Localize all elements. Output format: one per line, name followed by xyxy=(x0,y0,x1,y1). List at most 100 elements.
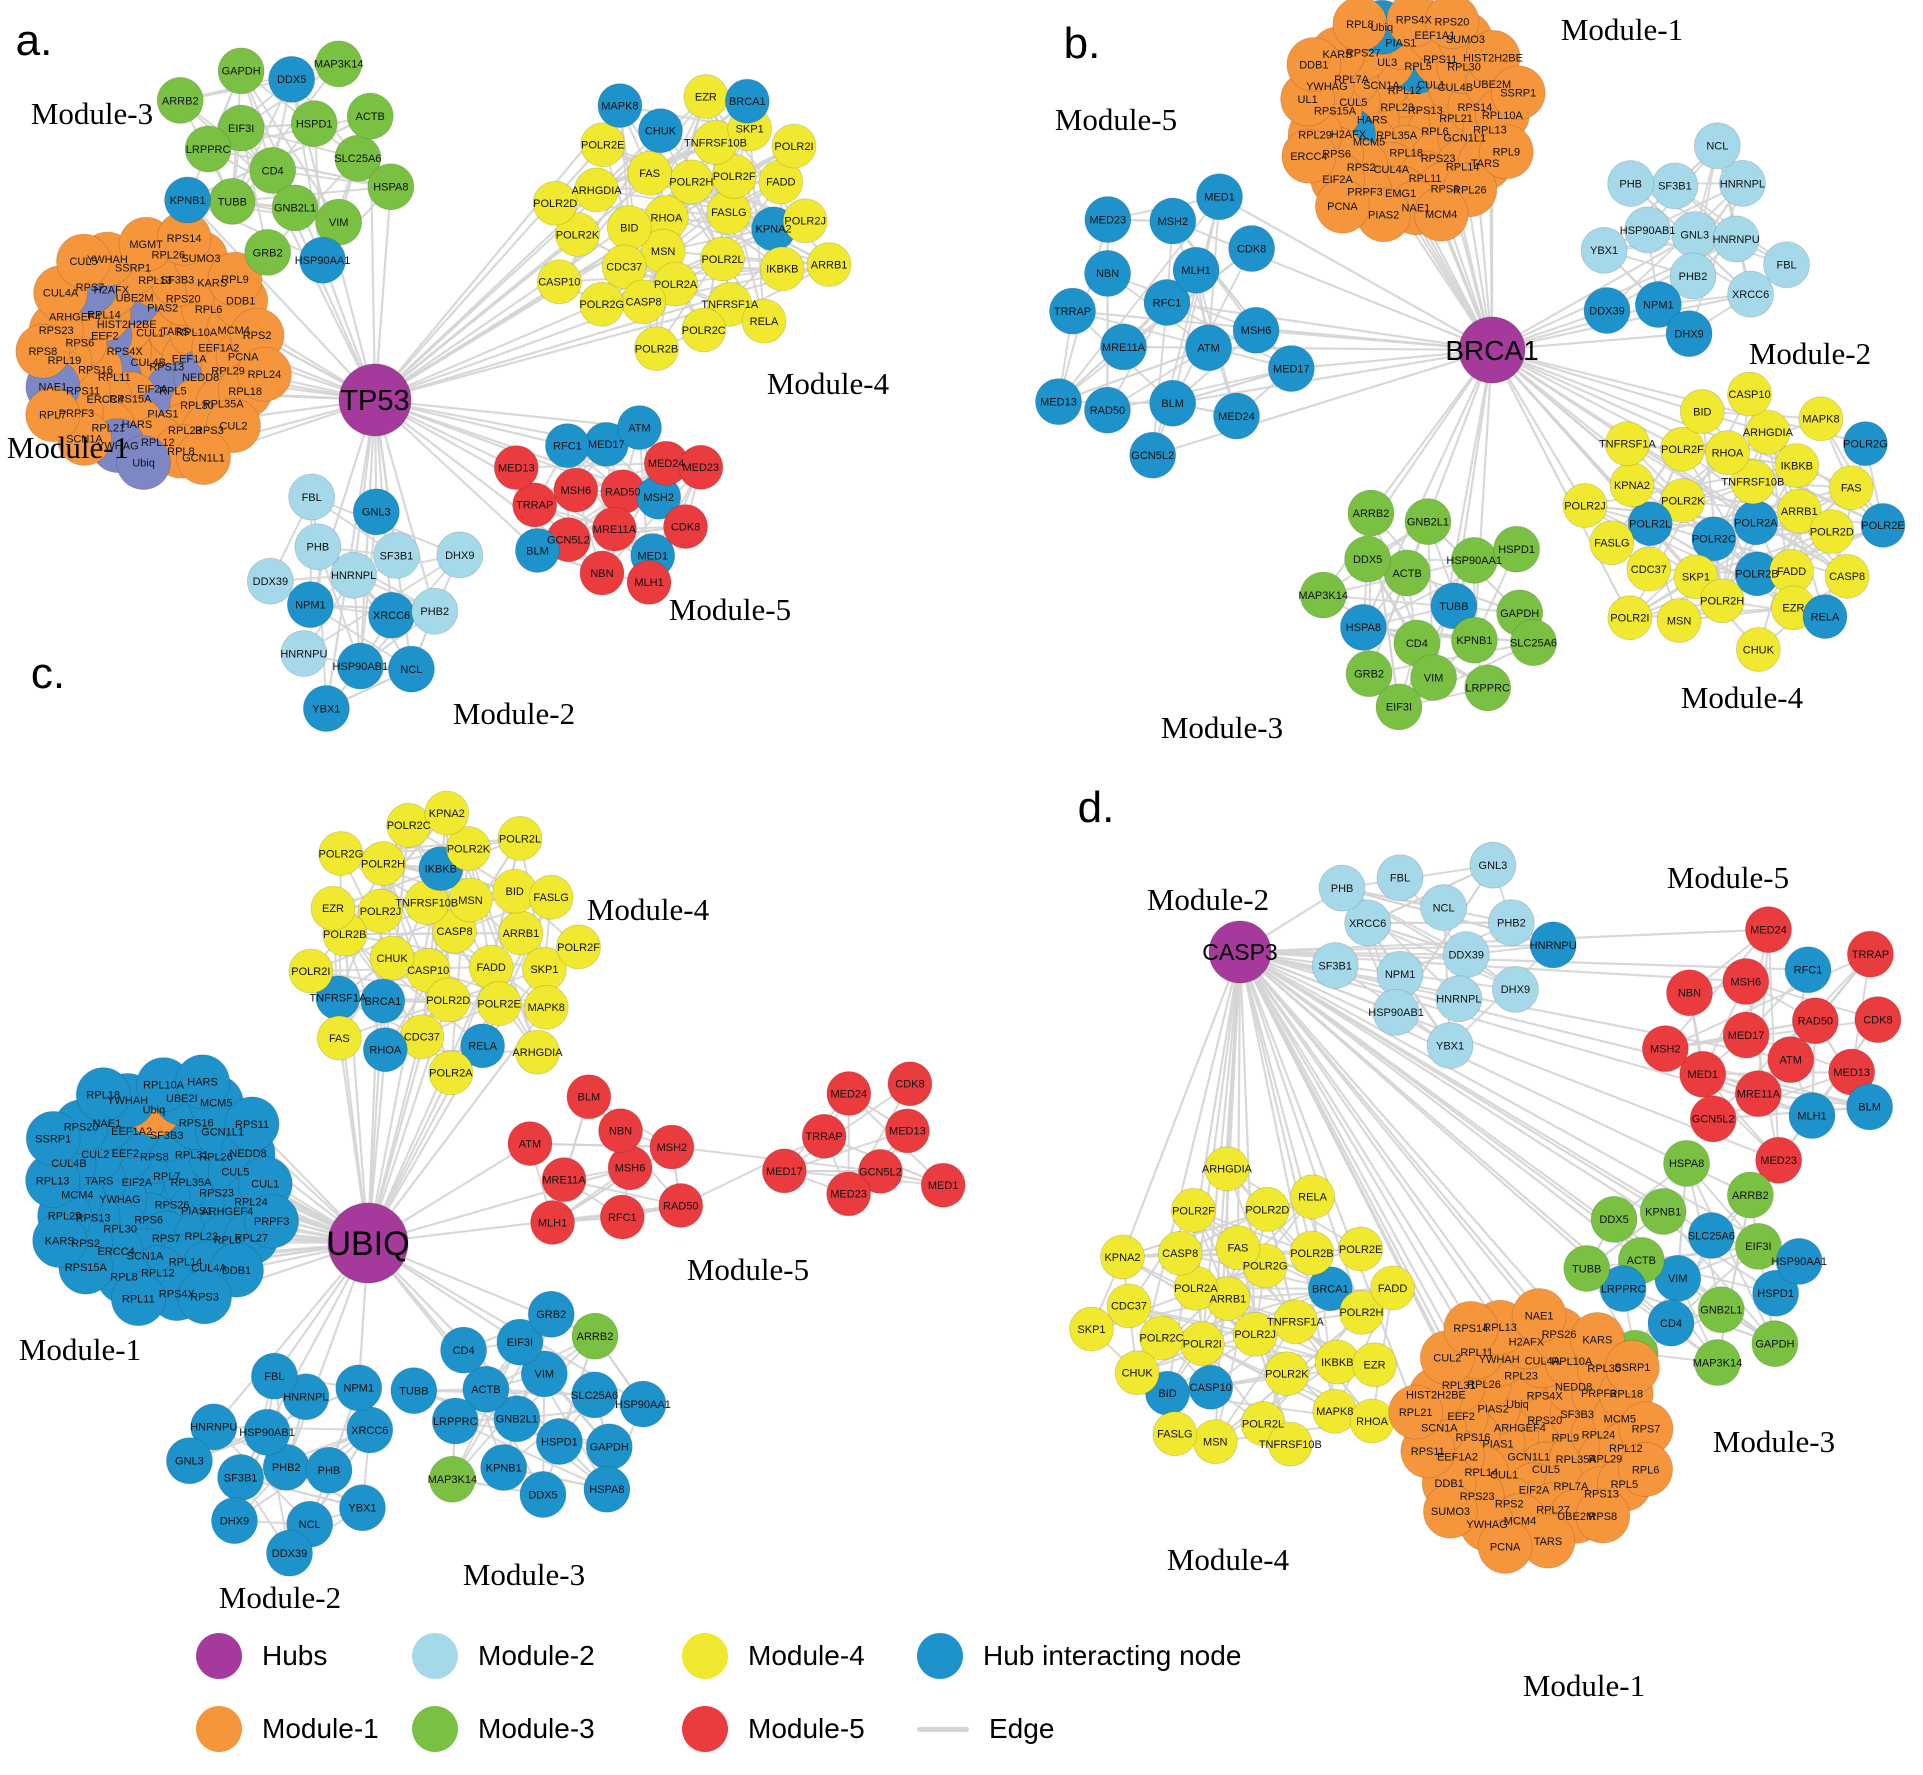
node-NBN[interactable] xyxy=(1084,249,1131,297)
node-HSPA8[interactable] xyxy=(1663,1139,1710,1187)
node-FAS[interactable] xyxy=(627,150,673,196)
node-IKBKB[interactable] xyxy=(1774,443,1820,488)
node-LRPPRC[interactable] xyxy=(1599,1265,1647,1312)
node-HSP90AA1[interactable] xyxy=(299,236,346,284)
node-MED17[interactable] xyxy=(1267,345,1315,392)
node-POLR2H[interactable] xyxy=(1339,1289,1384,1335)
node-MED17[interactable] xyxy=(761,1148,807,1194)
node-GNL3[interactable] xyxy=(352,488,400,536)
node-FAS[interactable] xyxy=(1215,1225,1261,1271)
node-RFC1[interactable] xyxy=(599,1194,645,1240)
node-SSRP1[interactable] xyxy=(25,1111,81,1166)
node-NCL[interactable] xyxy=(388,645,435,693)
node-BLM[interactable] xyxy=(566,1074,612,1120)
node-CHUK[interactable] xyxy=(638,108,683,154)
node-KPNA2[interactable] xyxy=(424,790,470,836)
node-POLR2J[interactable] xyxy=(358,888,403,934)
node-FAS[interactable] xyxy=(1828,465,1874,511)
node-HNRNPU[interactable] xyxy=(1712,215,1760,263)
node-HSPA8[interactable] xyxy=(583,1465,631,1513)
node-CDK8[interactable] xyxy=(1228,225,1276,272)
node-TNFRSF1A[interactable] xyxy=(1604,421,1650,467)
node-PCNA[interactable] xyxy=(1314,178,1370,234)
node-HSP90AB1[interactable] xyxy=(336,642,384,690)
node-CD4[interactable] xyxy=(440,1326,487,1374)
node-HSP90AA1[interactable] xyxy=(619,1380,667,1428)
node-RPL9[interactable] xyxy=(1478,124,1534,180)
node-MAP3K14[interactable] xyxy=(428,1455,476,1503)
node-SSRP1[interactable] xyxy=(1490,65,1546,121)
node-POLR2J[interactable] xyxy=(1232,1311,1278,1357)
node-POLR2E[interactable] xyxy=(580,122,626,168)
node-VIM[interactable] xyxy=(520,1350,568,1398)
node-MAP3K14[interactable] xyxy=(315,40,363,88)
node-FBL[interactable] xyxy=(1376,854,1424,902)
node-GAPDH[interactable] xyxy=(217,47,265,95)
node-ARRB2[interactable] xyxy=(156,77,204,124)
node-XRCC6[interactable] xyxy=(1727,270,1775,318)
node-MSH6[interactable] xyxy=(553,467,599,513)
node-NPM1[interactable] xyxy=(335,1364,383,1412)
node-GCN5L2[interactable] xyxy=(1689,1095,1737,1143)
node-DDX5[interactable] xyxy=(1344,535,1392,583)
node-MSH6[interactable] xyxy=(1232,306,1280,354)
node-FASLG[interactable] xyxy=(528,874,574,920)
node-RHOA[interactable] xyxy=(362,1027,408,1073)
node-SF3B1[interactable] xyxy=(1311,942,1359,989)
node-MSN[interactable] xyxy=(1656,598,1702,643)
node-RPS3[interactable] xyxy=(177,1269,232,1325)
node-FBL[interactable] xyxy=(1763,241,1810,289)
node-NCL[interactable] xyxy=(1693,122,1741,170)
node-RPL8[interactable] xyxy=(1332,0,1388,52)
node-SF3B1[interactable] xyxy=(373,532,420,579)
node-RAD50[interactable] xyxy=(1791,997,1839,1045)
node-CASP10[interactable] xyxy=(1188,1364,1234,1410)
node-POLR2B[interactable] xyxy=(634,326,679,371)
node-GNB2L1[interactable] xyxy=(493,1395,541,1443)
node-FASLG[interactable] xyxy=(1152,1411,1198,1457)
node-GNB2L1[interactable] xyxy=(1404,498,1452,546)
node-SSRP1[interactable] xyxy=(1604,1339,1660,1395)
node-MED13[interactable] xyxy=(1035,378,1082,426)
node-HSP90AB1[interactable] xyxy=(1624,206,1672,254)
node-CASP10[interactable] xyxy=(1727,371,1772,417)
node-POLR2D[interactable] xyxy=(1244,1187,1290,1232)
node-MED1[interactable] xyxy=(1679,1050,1727,1098)
node-PCNA[interactable] xyxy=(1477,1519,1533,1574)
node-SKP1[interactable] xyxy=(1069,1306,1114,1352)
node-GRB2[interactable] xyxy=(1345,650,1393,698)
node-VIM[interactable] xyxy=(1410,654,1457,701)
node-HNRNPL[interactable] xyxy=(1719,160,1766,207)
node-GCN5L2[interactable] xyxy=(858,1149,903,1194)
node-TRRAP[interactable] xyxy=(512,482,558,528)
node-ARRB1[interactable] xyxy=(806,242,852,287)
node-FAS[interactable] xyxy=(316,1015,362,1061)
node-TUBB[interactable] xyxy=(1430,582,1478,630)
node-RAD50[interactable] xyxy=(1084,386,1131,434)
node-ATM[interactable] xyxy=(1185,324,1233,372)
node-MED23[interactable] xyxy=(1755,1136,1803,1184)
node-GNL3[interactable] xyxy=(166,1437,213,1485)
node-ACTB[interactable] xyxy=(346,92,394,140)
node-HSP90AA1[interactable] xyxy=(1775,1237,1823,1285)
node-POLR2B[interactable] xyxy=(1289,1230,1335,1276)
node-ARHGDIA[interactable] xyxy=(1745,409,1791,455)
node-CDC37[interactable] xyxy=(601,244,647,290)
node-POLR2D[interactable] xyxy=(1809,509,1855,554)
node-GCN1L1[interactable] xyxy=(176,430,231,485)
node-TRRAP[interactable] xyxy=(1847,930,1894,978)
node-MSH2[interactable] xyxy=(649,1124,695,1170)
node-HSPD1[interactable] xyxy=(1493,525,1541,573)
node-CASP8[interactable] xyxy=(1157,1230,1203,1276)
node-YBX1[interactable] xyxy=(339,1484,386,1532)
node-HNRNPU[interactable] xyxy=(1529,921,1577,969)
node-YBX1[interactable] xyxy=(1580,226,1628,274)
node-GRB2[interactable] xyxy=(527,1290,575,1338)
node-RPL11[interactable] xyxy=(110,1271,166,1327)
node-MED23[interactable] xyxy=(678,444,724,490)
node-HARS[interactable] xyxy=(175,1054,230,1110)
node-ARHGDIA[interactable] xyxy=(1204,1146,1250,1192)
node-MSH2[interactable] xyxy=(1641,1025,1689,1072)
node-MED1[interactable] xyxy=(1196,173,1243,221)
node-TNFRSF10B[interactable] xyxy=(1730,459,1776,505)
